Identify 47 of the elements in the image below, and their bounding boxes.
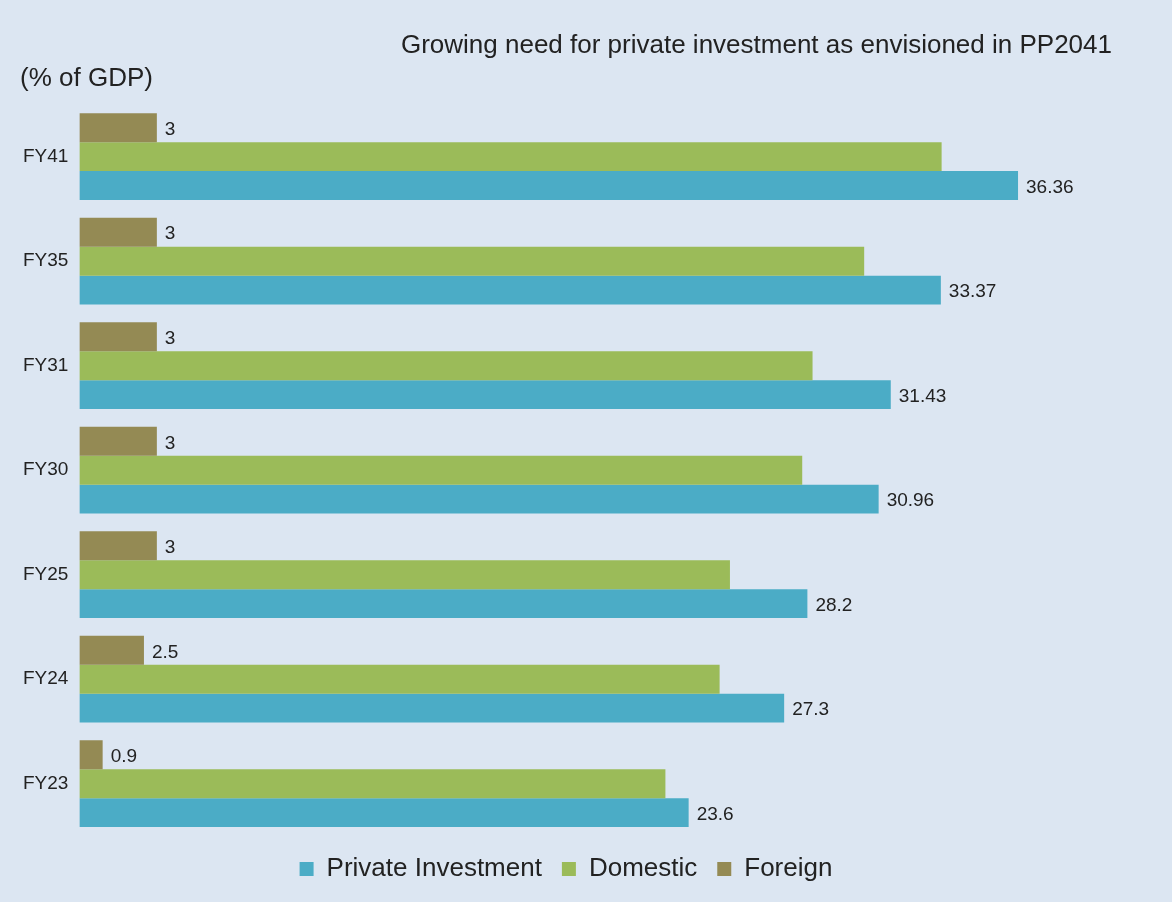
bar xyxy=(79,740,103,770)
bar xyxy=(79,798,689,828)
bar xyxy=(79,664,720,694)
y-tick-label: FY25 xyxy=(22,562,69,584)
y-tick-label: FY24 xyxy=(22,667,69,689)
y-tick-label: FY30 xyxy=(22,458,69,480)
legend-label: Private Investment xyxy=(326,852,543,883)
bar xyxy=(79,142,942,172)
data-label: 3 xyxy=(164,327,176,348)
legend-label: Domestic xyxy=(588,852,698,883)
data-label: 0.9 xyxy=(110,745,138,767)
bar xyxy=(79,171,1019,201)
bar xyxy=(79,769,666,799)
data-label: 3 xyxy=(164,222,176,244)
data-label: 36.36 xyxy=(1026,175,1074,197)
data-label: 31.43 xyxy=(898,384,947,406)
bar xyxy=(79,484,879,514)
bar xyxy=(79,380,891,410)
bar xyxy=(79,322,157,352)
bar xyxy=(79,455,803,485)
data-label: 27.3 xyxy=(792,698,830,720)
data-label: 23.6 xyxy=(696,802,734,824)
bar xyxy=(79,635,144,665)
bar xyxy=(79,693,785,723)
bar xyxy=(79,351,813,381)
bar xyxy=(79,531,157,561)
bar xyxy=(79,217,157,247)
data-label: 28.2 xyxy=(815,593,853,615)
bar xyxy=(79,560,730,590)
data-label: 30.96 xyxy=(886,489,935,511)
bar xyxy=(79,275,941,305)
data-label: 3 xyxy=(164,431,176,453)
data-label: 3 xyxy=(164,536,176,558)
y-tick-label: FY35 xyxy=(22,249,69,271)
chart-subtitle: (% of GDP) xyxy=(20,61,153,92)
y-tick-label: FY31 xyxy=(22,353,69,375)
bar xyxy=(79,113,157,143)
bar xyxy=(79,589,808,619)
y-tick-label: FY23 xyxy=(22,771,69,793)
data-label: 3 xyxy=(164,117,176,139)
data-label: 33.37 xyxy=(948,280,997,302)
chart-title: Growing need for private investment as envisioned in PP2041 xyxy=(400,28,1112,59)
data-label: 2.5 xyxy=(151,640,179,662)
bar xyxy=(79,246,865,276)
bar xyxy=(79,426,157,456)
y-tick-label: FY41 xyxy=(22,144,69,166)
legend-label: Foreign xyxy=(744,852,833,883)
